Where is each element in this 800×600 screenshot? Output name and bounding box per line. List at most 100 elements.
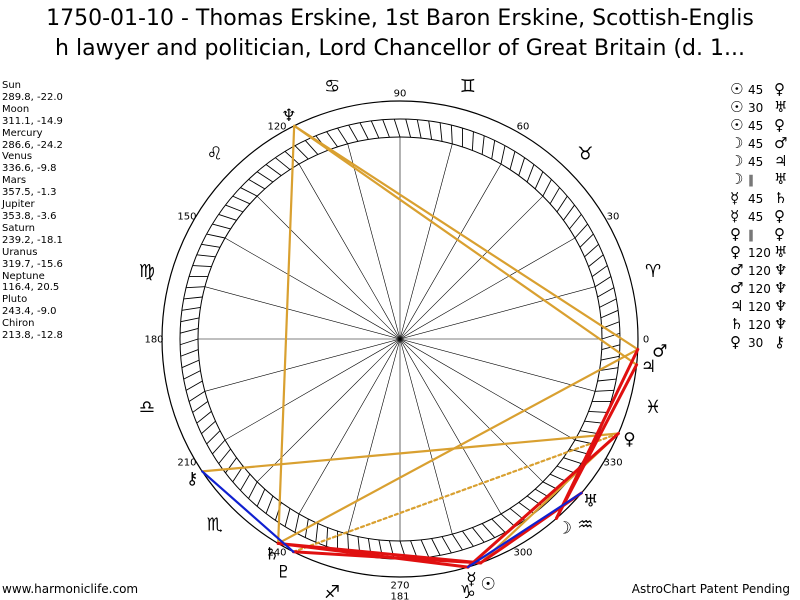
aspect-row: ♃ 120 ♆ — [730, 297, 794, 315]
tick-mark — [491, 140, 496, 160]
aspect-angle: 120 — [748, 282, 771, 297]
tick-mark — [240, 187, 258, 197]
zodiac-sign: ♒ — [577, 514, 593, 535]
tick-mark — [472, 527, 485, 543]
planet-coords: 311.1, -14.9 — [2, 115, 63, 127]
tick-mark — [579, 233, 594, 248]
aspect-planet-2: ♅ — [774, 170, 788, 189]
zodiac-sign: ♐ — [324, 582, 340, 600]
tick-mark — [556, 195, 568, 213]
tick-mark — [450, 125, 453, 144]
aspect-planet-1: ☉ — [730, 98, 744, 117]
tick-mark — [240, 473, 251, 491]
degree-label: 0 — [643, 335, 649, 346]
tick-mark — [179, 338, 199, 346]
tick-mark — [462, 530, 474, 547]
aspect-angle: 30 — [748, 336, 764, 351]
tick-mark — [500, 513, 516, 527]
tick-mark — [599, 367, 619, 372]
degree-label: 270 — [390, 581, 409, 592]
tick-mark — [584, 420, 604, 424]
tick-mark — [248, 179, 266, 190]
tick-mark — [574, 439, 594, 445]
tick-mark — [542, 179, 552, 197]
tick-mark — [183, 370, 201, 380]
tick-mark — [212, 223, 231, 230]
aspect-angle: ∥ — [748, 173, 754, 188]
aspect-line — [277, 124, 296, 545]
aspect-row: ☿ 45 ♄ — [730, 189, 794, 207]
aspect-planet-2: ♆ — [774, 315, 788, 334]
tick-mark — [500, 145, 506, 165]
planet-name: Mars — [2, 175, 27, 187]
aspect-row: ♂ 120 ♆ — [730, 261, 794, 279]
tick-mark — [597, 378, 617, 382]
aspect-planet-1: ☽ — [730, 152, 744, 171]
tick-mark — [192, 265, 212, 268]
aspect-lines — [201, 124, 640, 569]
aspect-line — [201, 470, 295, 553]
degree-label: 90 — [394, 89, 407, 100]
tick-mark — [180, 349, 199, 357]
zodiac-sign: ♑ — [460, 582, 476, 600]
chart-title-line-1: 1750-01-10 - Thomas Erskine, 1st Baron E… — [46, 6, 754, 31]
tick-mark — [509, 151, 516, 170]
tick-mark — [420, 539, 430, 558]
planet-glyph-mars: ♂ — [652, 341, 667, 361]
tick-mark — [218, 213, 237, 221]
tick-mark — [370, 120, 380, 139]
tick-mark — [206, 233, 226, 239]
planet-coords: 319.7, -15.6 — [2, 258, 63, 270]
tick-mark — [451, 533, 463, 551]
planet-coords: 336.6, -9.8 — [2, 163, 57, 175]
tick-mark — [256, 488, 266, 507]
planet-name: Saturn — [2, 222, 36, 234]
tick-mark — [265, 164, 282, 176]
aspect-planet-2: ♆ — [774, 260, 788, 279]
tick-mark — [588, 410, 608, 413]
aspect-row: ☉ 45 ♀ — [730, 116, 794, 134]
tick-mark — [181, 359, 200, 369]
aspect-row: ☉ 30 ♅ — [730, 98, 794, 116]
planet-name: Venus — [2, 151, 33, 163]
tick-mark — [597, 287, 615, 298]
aspect-angle: 45 — [748, 83, 764, 97]
tick-mark — [471, 131, 474, 151]
degree-label: 30 — [607, 212, 620, 223]
aspect-planet-1: ♀ — [730, 242, 741, 261]
tick-mark — [180, 317, 200, 323]
aspect-row: ♀ 30 ⚷ — [730, 333, 794, 351]
aspect-line — [276, 541, 483, 565]
zodiac-sign: ♍ — [139, 261, 155, 282]
planet-position-list: Sun 289.8, -22.0 Moon 311.1, -14.9 Mercury 28… — [2, 80, 63, 342]
tick-mark — [196, 411, 212, 424]
aspect-planet-1: ♃ — [730, 297, 744, 316]
zodiac-sign: ♓ — [645, 397, 661, 418]
aspect-planet-2: ♄ — [774, 188, 788, 207]
zodiac-sign: ♎ — [139, 397, 155, 418]
planet-name: Sun — [2, 80, 22, 91]
aspect-angle: 120 — [748, 245, 771, 260]
aspect-planet-2: ♆ — [774, 279, 788, 298]
degree-labels: 0 30 60 90 120 150 180 210 240 270 300 330 — [144, 89, 649, 592]
planet-glyph-sun: ☉ — [480, 575, 495, 595]
planet-name: Mercury — [2, 127, 43, 139]
aspect-row: ☿ 45 ♀ — [730, 207, 794, 225]
planet-glyph-moon: ☽ — [557, 518, 572, 538]
planet-coords: 239.2, -18.1 — [2, 234, 63, 246]
tick-mark — [185, 380, 203, 391]
aspect-row: ♀ 120 ♅ — [730, 243, 794, 261]
chart-title-line-2: h lawyer and politician, Lord Chancellor… — [55, 36, 745, 61]
tick-mark — [201, 243, 221, 248]
aspect-planet-1: ☽ — [730, 170, 744, 189]
tick-mark — [315, 523, 319, 543]
aspect-planet-2: ♆ — [774, 297, 788, 316]
planet-coords: 286.6, -24.2 — [2, 139, 63, 151]
tick-mark — [563, 204, 575, 221]
degree-label: 120 — [267, 121, 286, 132]
planet-coords: 289.8, -22.0 — [2, 91, 63, 103]
aspect-planet-2: ♂ — [774, 134, 788, 153]
aspect-planet-2: ♀ — [774, 80, 785, 98]
aspect-planet-1: ☿ — [730, 206, 740, 225]
zodiac-sign: ♈ — [645, 261, 661, 282]
